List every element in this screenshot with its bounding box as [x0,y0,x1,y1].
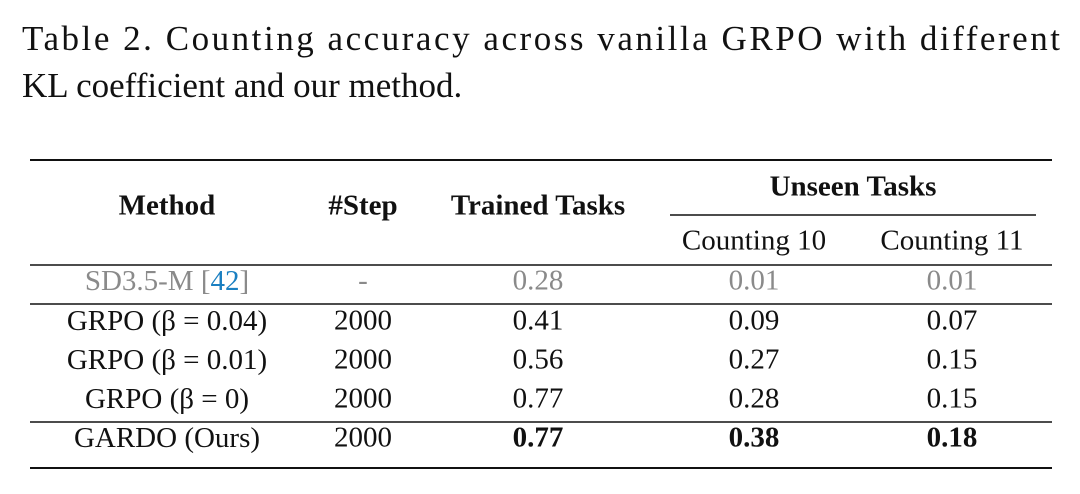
cell: 2000 [334,305,392,337]
cell: 0.38 [729,422,780,454]
cell-text: GRPO (β = 0) [85,383,249,415]
cell: GARDO (Ours) [74,422,260,454]
cell: 0.01 [729,265,780,297]
cell: 0.18 [927,422,978,454]
cell: GRPO (β = 0.04) [67,305,267,337]
caption-line: Table 2. Counting accuracy across vanill… [22,19,1060,58]
cell: 0.77 [513,422,564,454]
cell: 0.28 [729,383,780,415]
cell: 0.56 [513,344,564,376]
cell: 0.15 [927,383,978,415]
header-cell: Unseen Tasks [770,171,937,203]
cell: - [358,265,368,297]
cell-text: ] [240,265,250,297]
cell: 2000 [334,422,392,454]
cell-text: GARDO (Ours) [74,422,260,454]
cell: 0.15 [927,344,978,376]
cell: 0.07 [927,305,978,337]
cell: 0.28 [513,265,564,297]
cell: 0.01 [927,265,978,297]
cell: 0.27 [729,344,780,376]
table-body: SD3.5-M [42] - 0.28 0.01 0.01 GRPO (β = 0.04)… [30,265,1052,454]
subheader-cell: Counting 11 [880,225,1023,257]
cell-text: GRPO (β = 0.04) [67,305,267,337]
citation: 42 [211,265,240,297]
cell: GRPO (β = 0) [85,383,249,415]
cell: 0.77 [513,383,564,415]
cell: 2000 [334,344,392,376]
header-cell: Method [119,190,216,222]
cell: SD3.5-M [42] [85,265,249,297]
cell: 2000 [334,383,392,415]
header-cell: #Step [328,190,397,222]
header-cell: Trained Tasks [451,190,625,222]
subheader-cell: Counting 10 [682,225,826,257]
cell: GRPO (β = 0.01) [67,344,267,376]
cell: 0.41 [513,305,564,337]
cell-text: GRPO (β = 0.01) [67,344,267,376]
cell-text: SD3.5-M [ [85,265,211,297]
cell: 0.09 [729,305,780,337]
caption-line: KL coefficient and our method. [22,66,462,105]
